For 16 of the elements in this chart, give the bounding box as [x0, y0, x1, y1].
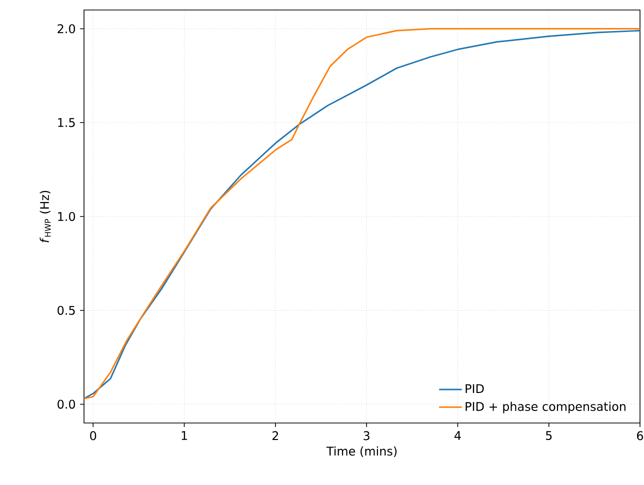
legend-label: PID + phase compensation: [466, 402, 626, 414]
x-tick-label: 6: [637, 431, 644, 440]
legend-label: PID: [466, 384, 484, 393]
x-axis-title: Time (mins): [326, 446, 397, 458]
y-tick-label: 0.5: [58, 306, 75, 315]
y-tick-label: 0.0: [58, 400, 76, 409]
y-tick-label: 2.0: [58, 24, 76, 34]
x-tick-label: 0: [90, 431, 96, 440]
x-tick-label: 2: [272, 431, 278, 440]
x-tick-label: 4: [454, 431, 461, 440]
x-tick-label: 1: [182, 431, 187, 440]
x-tick-label: 5: [546, 431, 552, 440]
y-tick-label: 1.0: [58, 212, 76, 222]
y-tick-label: 1.5: [58, 118, 75, 128]
y-axis-title: f$_{HWP}$ (Hz): [40, 190, 51, 242]
x-tick-label: 3: [364, 431, 370, 440]
